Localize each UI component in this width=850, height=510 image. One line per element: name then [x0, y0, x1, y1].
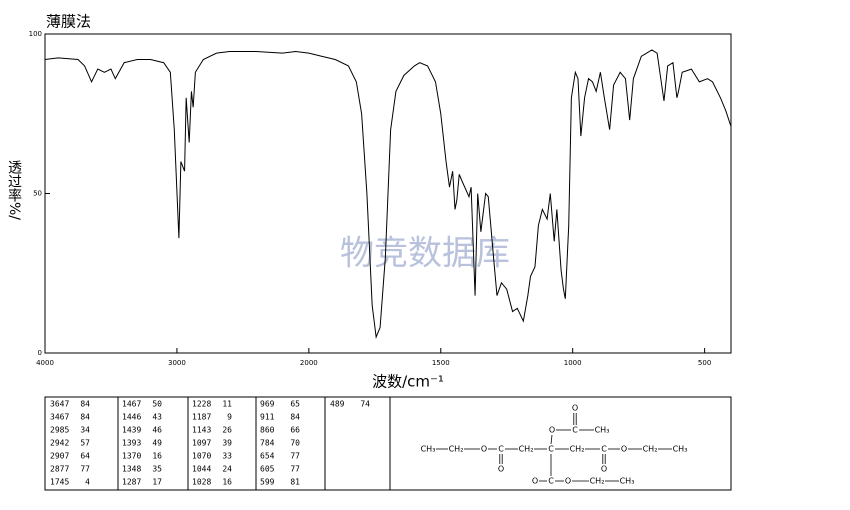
x-tick-label: 500 [698, 359, 711, 367]
peak-transmittance: 84 [80, 400, 90, 409]
bond [550, 434, 553, 445]
atom-label: C [498, 445, 504, 454]
peak-transmittance: 57 [80, 439, 90, 448]
peak-wavenumber: 1028 [192, 478, 211, 487]
peak-wavenumber: 1745 [50, 478, 69, 487]
peak-wavenumber: 1446 [122, 413, 141, 422]
y-tick-label: 0 [38, 349, 42, 357]
peak-wavenumber: 1187 [192, 413, 211, 422]
peak-wavenumber: 860 [260, 426, 275, 435]
x-tick-label: 1500 [432, 359, 450, 367]
peak-wavenumber: 1228 [192, 400, 211, 409]
peak-wavenumber: 654 [260, 452, 275, 461]
peak-transmittance: 34 [80, 426, 90, 435]
peak-wavenumber: 1348 [122, 465, 141, 474]
atom-label: C [572, 426, 578, 435]
peak-transmittance: 84 [290, 413, 300, 422]
peak-wavenumber: 1097 [192, 439, 211, 448]
atom-label: O [572, 404, 578, 413]
y-tick-label: 100 [29, 30, 42, 38]
peak-wavenumber: 1143 [192, 426, 211, 435]
peak-transmittance: 70 [290, 439, 300, 448]
peak-transmittance: 49 [152, 439, 162, 448]
atom-label: CH₂ [519, 445, 534, 454]
atom-label: O [549, 426, 555, 435]
x-tick-label: 4000 [36, 359, 54, 367]
peak-wavenumber: 2985 [50, 426, 69, 435]
atom-label: O [532, 477, 538, 486]
peak-transmittance: 35 [152, 465, 162, 474]
y-tick-label: 50 [33, 190, 42, 198]
atom-label: C [548, 445, 554, 454]
peak-transmittance: 77 [290, 465, 300, 474]
peak-transmittance: 50 [152, 400, 162, 409]
peak-wavenumber: 1439 [122, 426, 141, 435]
atom-label: O [601, 465, 607, 474]
peak-transmittance: 9 [227, 413, 232, 422]
peak-transmittance: 43 [152, 413, 162, 422]
atom-label: CH₂ [643, 445, 658, 454]
peak-wavenumber: 969 [260, 400, 275, 409]
peak-transmittance: 16 [152, 452, 162, 461]
peak-wavenumber: 1467 [122, 400, 141, 409]
peak-transmittance: 64 [80, 452, 90, 461]
y-axis-label: 透过率%/ [6, 160, 22, 220]
atom-label: CH₃ [595, 426, 610, 435]
spectrum-line [44, 49, 732, 339]
peak-wavenumber: 3467 [50, 413, 69, 422]
peak-wavenumber: 784 [260, 439, 275, 448]
peak-transmittance: 4 [85, 478, 90, 487]
atom-label: CH₂ [570, 445, 585, 454]
peak-wavenumber: 2877 [50, 465, 69, 474]
atom-label: CH₂ [449, 445, 464, 454]
table-dividers [117, 397, 391, 490]
x-axis-label: 波数/cm⁻¹ [372, 373, 444, 391]
peak-transmittance: 39 [222, 439, 232, 448]
atom-label: C [548, 477, 554, 486]
atom-label: O [481, 445, 487, 454]
atom-label: CH₃ [421, 445, 436, 454]
peak-transmittance: 65 [290, 400, 300, 409]
peak-transmittance: 66 [290, 426, 300, 435]
x-tick-label: 1000 [564, 359, 582, 367]
peak-transmittance: 74 [360, 400, 370, 409]
atom-label: CH₃ [673, 445, 688, 454]
peak-wavenumber: 1044 [192, 465, 211, 474]
peak-transmittance: 26 [222, 426, 232, 435]
atom-label: O [498, 465, 504, 474]
table-frame [44, 396, 732, 491]
peak-wavenumber: 2907 [50, 452, 69, 461]
atom-label: C [601, 445, 607, 454]
peak-transmittance: 11 [222, 400, 232, 409]
peak-wavenumber: 489 [330, 400, 345, 409]
x-tick-label: 3000 [168, 359, 186, 367]
peak-wavenumber: 3647 [50, 400, 69, 409]
peak-wavenumber: 1393 [122, 439, 141, 448]
peak-transmittance: 17 [152, 478, 162, 487]
atom-label: CH₃ [620, 477, 635, 486]
atom-label: CH₂ [590, 477, 605, 486]
x-tick-label: 2000 [300, 359, 318, 367]
peak-transmittance: 77 [80, 465, 90, 474]
watermark: 物竞数据库 [340, 234, 510, 274]
peak-wavenumber: 1287 [122, 478, 141, 487]
peak-transmittance: 81 [290, 478, 300, 487]
peak-transmittance: 46 [152, 426, 162, 435]
peak-wavenumber: 911 [260, 413, 275, 422]
peak-wavenumber: 1370 [122, 452, 141, 461]
peak-transmittance: 24 [222, 465, 232, 474]
peak-wavenumber: 599 [260, 478, 275, 487]
peak-transmittance: 33 [222, 452, 232, 461]
atom-label: O [565, 477, 571, 486]
peak-transmittance: 77 [290, 452, 300, 461]
peak-wavenumber: 1070 [192, 452, 211, 461]
peak-transmittance: 84 [80, 413, 90, 422]
atom-label: O [621, 445, 627, 454]
chart-title: 薄膜法 [46, 13, 91, 31]
peak-wavenumber: 2942 [50, 439, 69, 448]
peak-wavenumber: 605 [260, 465, 275, 474]
peak-transmittance: 16 [222, 478, 232, 487]
